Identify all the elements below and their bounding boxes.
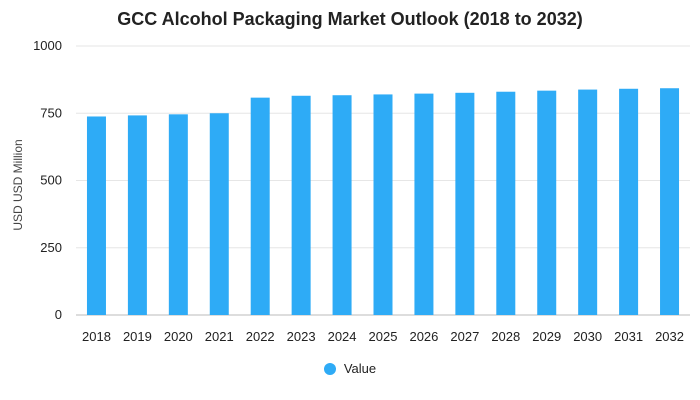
x-tick-label: 2032 <box>655 329 684 344</box>
y-axis-title: USD USD Million <box>11 139 25 230</box>
x-axis-ticks: 2018 2019 2020 2021 2022 2023 2024 2025 2026 2027… <box>82 329 684 344</box>
y-tick-label: 250 <box>40 240 62 255</box>
bar-2019 <box>127 115 147 315</box>
legend-label: Value <box>343 361 377 376</box>
x-tick-label: 2018 <box>82 329 111 344</box>
bar-2025 <box>373 94 393 315</box>
y-tick-label: 0 <box>55 307 62 322</box>
legend: Value <box>0 361 700 376</box>
bar-2032 <box>660 88 680 315</box>
y-axis-ticks: 0 250 500 750 1000 <box>33 38 62 322</box>
x-tick-label: 2024 <box>328 329 357 344</box>
bar-2026 <box>414 93 434 315</box>
bar-2031 <box>619 88 639 316</box>
y-tick-label: 1000 <box>33 38 62 53</box>
y-tick-label: 750 <box>40 105 62 120</box>
bar-2029 <box>537 90 557 316</box>
x-tick-label: 2020 <box>164 329 193 344</box>
bar-2027 <box>455 92 475 315</box>
x-tick-label: 2027 <box>450 329 479 344</box>
bars <box>86 88 680 316</box>
legend-marker <box>323 362 336 375</box>
x-tick-label: 2030 <box>573 329 602 344</box>
x-tick-label: 2022 <box>246 329 275 344</box>
x-tick-label: 2026 <box>409 329 438 344</box>
bar-2022 <box>250 97 270 315</box>
x-tick-label: 2029 <box>532 329 561 344</box>
bar-2021 <box>209 113 229 315</box>
bar-2020 <box>168 114 188 316</box>
bar-2018 <box>86 116 106 315</box>
y-tick-label: 500 <box>40 173 62 188</box>
bar-2023 <box>291 95 311 315</box>
x-tick-label: 2031 <box>614 329 643 344</box>
x-tick-label: 2025 <box>369 329 398 344</box>
bar-2028 <box>496 91 516 315</box>
x-tick-label: 2023 <box>287 329 316 344</box>
chart-title: GCC Alcohol Packaging Market Outlook (20… <box>117 9 583 29</box>
bar-2024 <box>332 95 352 316</box>
x-tick-label: 2021 <box>205 329 234 344</box>
x-tick-label: 2028 <box>491 329 520 344</box>
bar-2030 <box>578 89 598 315</box>
x-tick-label: 2019 <box>123 329 152 344</box>
